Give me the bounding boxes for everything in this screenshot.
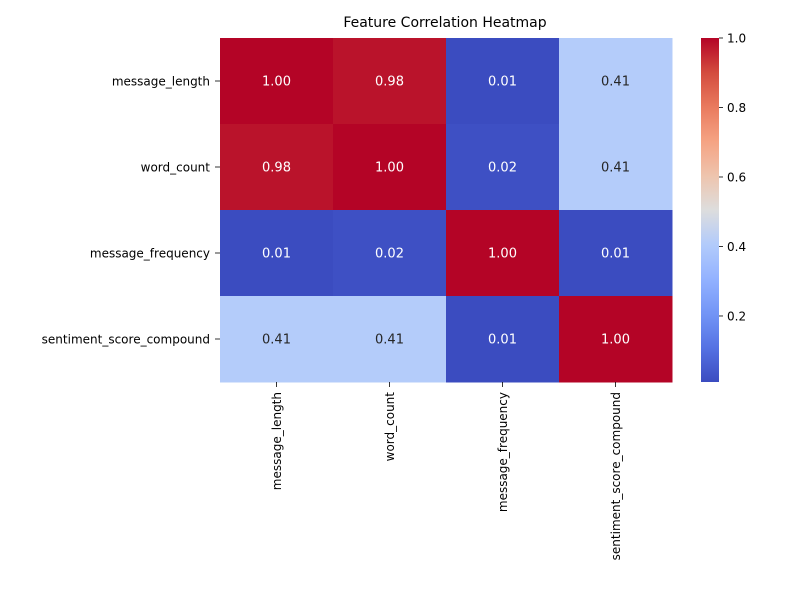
heatmap-cell bbox=[220, 124, 334, 211]
row-labels: message_length word_count message_frequenc… bbox=[42, 75, 220, 347]
cell-value-label: 1.00 bbox=[601, 333, 630, 348]
chart-title: Feature Correlation Heatmap bbox=[343, 15, 546, 31]
cell-value-label: 1.00 bbox=[375, 161, 404, 176]
heatmap-cell bbox=[446, 210, 560, 297]
cell-value-label: 0.02 bbox=[488, 161, 517, 176]
heatmap-cells: 1.00 0.98 0.01 0.41 0.98 1.00 0.02 0.41 0.01 0.02… bbox=[220, 38, 673, 383]
heatmap-cell bbox=[220, 296, 334, 383]
cell-value-label: 0.41 bbox=[601, 161, 630, 176]
cell-value-label: 0.01 bbox=[262, 247, 291, 262]
heatmap-cell bbox=[333, 38, 447, 125]
colorbar-gradient bbox=[701, 38, 719, 382]
colorbar: 0.2 0.4 0.6 0.8 1.0 bbox=[701, 32, 746, 382]
heatmap-cell bbox=[333, 210, 447, 297]
col-labels: message_length word_count message_frequenc… bbox=[270, 382, 623, 560]
cell-value-label: 0.98 bbox=[262, 161, 291, 176]
cell-value-label: 0.41 bbox=[262, 333, 291, 348]
cell-value-label: 0.41 bbox=[601, 75, 630, 90]
colorbar-tick-label: 0.4 bbox=[727, 240, 746, 254]
cell-value-label: 0.01 bbox=[488, 75, 517, 90]
x-tick-label: word_count bbox=[383, 392, 397, 462]
heatmap-cell bbox=[559, 210, 673, 297]
cell-value-label: 0.98 bbox=[375, 75, 404, 90]
heatmap-cell bbox=[220, 210, 334, 297]
y-tick-label: sentiment_score_compound bbox=[42, 333, 210, 347]
cell-value-label: 1.00 bbox=[262, 75, 291, 90]
cell-value-label: 0.41 bbox=[375, 333, 404, 348]
y-tick-label: message_frequency bbox=[90, 247, 210, 261]
heatmap-cell bbox=[559, 296, 673, 383]
colorbar-tick-label: 1.0 bbox=[727, 32, 746, 46]
heatmap-cell bbox=[333, 124, 447, 211]
heatmap-cell bbox=[220, 38, 334, 125]
heatmap-cell bbox=[333, 296, 447, 383]
heatmap-cell bbox=[446, 38, 560, 125]
y-tick-label: message_length bbox=[112, 75, 210, 89]
cell-value-label: 0.01 bbox=[601, 247, 630, 262]
colorbar-tick-label: 0.6 bbox=[727, 170, 746, 184]
heatmap-cell bbox=[559, 38, 673, 125]
heatmap-cell bbox=[446, 124, 560, 211]
colorbar-tick-label: 0.2 bbox=[727, 309, 746, 323]
heatmap-cell bbox=[446, 296, 560, 383]
x-tick-label: message_length bbox=[270, 392, 284, 490]
cell-value-label: 0.01 bbox=[488, 333, 517, 348]
heatmap-cell bbox=[559, 124, 673, 211]
colorbar-tick-label: 0.8 bbox=[727, 101, 746, 115]
x-tick-label: sentiment_score_compound bbox=[609, 392, 623, 560]
cell-value-label: 1.00 bbox=[488, 247, 517, 262]
cell-value-label: 0.02 bbox=[375, 247, 404, 262]
y-tick-label: word_count bbox=[141, 161, 211, 175]
x-tick-label: message_frequency bbox=[496, 392, 510, 512]
